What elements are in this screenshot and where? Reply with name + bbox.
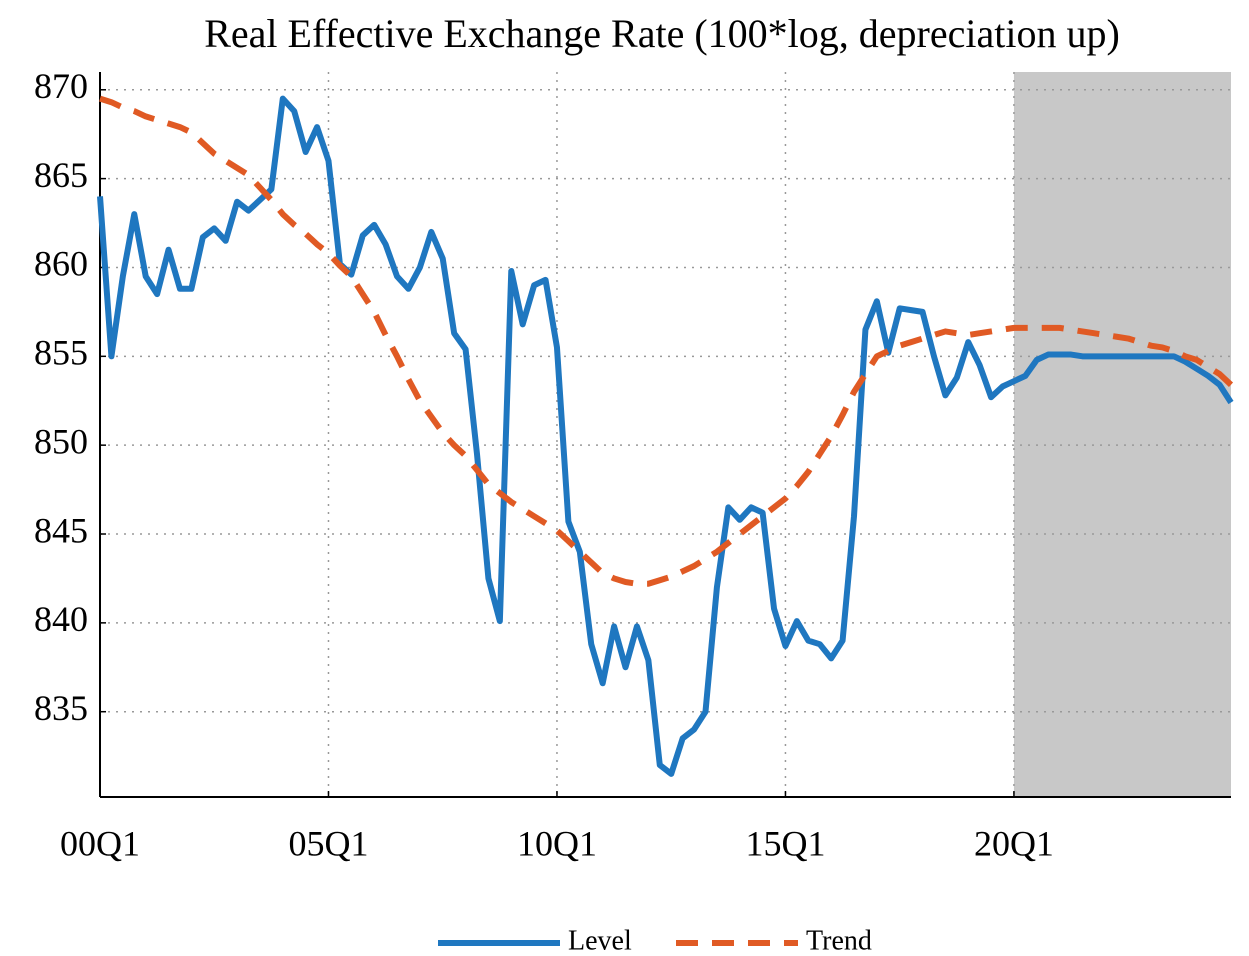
- y-tick-label: 835: [34, 688, 88, 728]
- forecast-shade: [1013, 72, 1231, 797]
- x-tick-label: 20Q1: [974, 823, 1054, 863]
- y-tick-label: 870: [34, 66, 88, 106]
- chart-title: Real Effective Exchange Rate (100*log, d…: [204, 11, 1120, 56]
- x-tick-label: 00Q1: [60, 823, 140, 863]
- y-tick-label: 865: [34, 155, 88, 195]
- x-tick-label: 05Q1: [288, 823, 368, 863]
- x-tick-label: 10Q1: [517, 823, 597, 863]
- series-line: [99, 95, 1234, 587]
- legend-label: Trend: [806, 925, 872, 956]
- y-tick-label: 845: [34, 510, 88, 550]
- y-tick-label: 860: [34, 244, 88, 284]
- y-tick-label: 855: [34, 333, 88, 373]
- legend-label: Level: [568, 925, 632, 956]
- y-tick-label: 850: [34, 421, 88, 461]
- y-tick-label: 840: [34, 599, 88, 639]
- x-tick-label: 15Q1: [745, 823, 825, 863]
- series-line: [97, 95, 1234, 777]
